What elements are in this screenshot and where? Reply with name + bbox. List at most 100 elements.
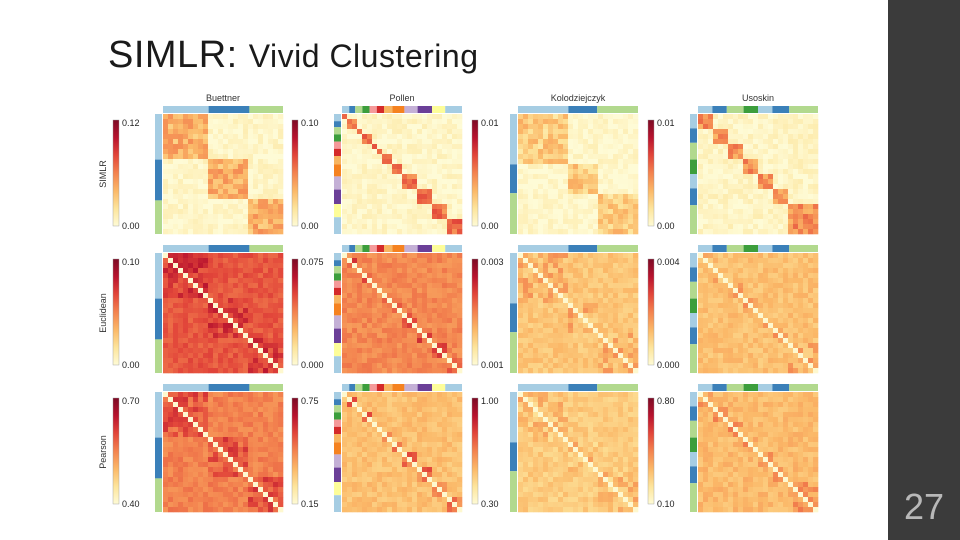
heatmap-cell	[523, 338, 529, 344]
heatmap-cell	[437, 189, 443, 195]
heatmap-cell	[437, 174, 443, 180]
heatmap-cell	[397, 204, 403, 210]
heatmap-cell	[538, 209, 544, 215]
heatmap-cell	[193, 164, 199, 170]
heatmap-cell	[718, 114, 724, 120]
heatmap-cell	[447, 328, 453, 334]
heatmap-cell	[203, 164, 209, 170]
heatmap-cell	[218, 134, 224, 140]
heatmap-cell	[188, 402, 194, 408]
heatmap-cell	[723, 129, 729, 135]
heatmap-cell	[268, 328, 274, 334]
heatmap-cell	[803, 253, 809, 259]
heatmap-cell	[533, 268, 539, 274]
heatmap-cell	[578, 338, 584, 344]
heatmap-cell	[788, 313, 794, 319]
heatmap-cell	[703, 313, 709, 319]
heatmap-cell	[178, 298, 184, 304]
heatmap-cell	[558, 268, 564, 274]
heatmap-cell	[743, 124, 749, 130]
heatmap-cell	[392, 358, 398, 364]
heatmap-cell	[598, 149, 604, 155]
heatmap-cell	[538, 273, 544, 279]
heatmap-cell	[603, 348, 609, 354]
heatmap-cell	[243, 179, 249, 185]
heatmap-cell	[733, 129, 739, 135]
heatmap-cell	[163, 134, 169, 140]
heatmap-cell	[258, 402, 264, 408]
heatmap-cell	[452, 273, 458, 279]
heatmap-cell	[213, 149, 219, 155]
heatmap-cell	[427, 169, 433, 175]
heatmap-cell	[208, 209, 214, 215]
heatmap-cell	[628, 358, 634, 364]
heatmap-cell	[558, 169, 564, 175]
heatmap-cell	[758, 189, 764, 195]
heatmap-cell	[168, 199, 174, 205]
heatmap-cell	[758, 179, 764, 185]
heatmap-cell	[432, 328, 438, 334]
heatmap-cell	[733, 328, 739, 334]
heatmap-cell	[347, 313, 353, 319]
cluster-strip-left-segment	[510, 303, 517, 333]
heatmap-cell	[452, 214, 458, 220]
heatmap-cell	[543, 129, 549, 135]
heatmap-cell	[372, 124, 378, 130]
cluster-strip-left-segment	[690, 188, 697, 206]
heatmap-cell	[407, 253, 413, 259]
heatmap-cell	[633, 313, 639, 319]
heatmap-cell	[268, 204, 274, 210]
heatmap-cell	[543, 293, 549, 299]
heatmap-cell	[723, 288, 729, 294]
heatmap-cell	[788, 164, 794, 170]
heatmap-cell	[583, 224, 589, 230]
heatmap-cell	[718, 363, 724, 369]
heatmap-cell	[447, 343, 453, 349]
heatmap-cell	[703, 298, 709, 304]
heatmap-cell	[248, 427, 254, 433]
heatmap-cell	[773, 278, 779, 284]
heatmap-cell	[357, 338, 363, 344]
heatmap-cell	[743, 119, 749, 125]
heatmap-cell	[377, 298, 383, 304]
heatmap-cell	[218, 229, 224, 235]
heatmap-cell	[437, 224, 443, 230]
cluster-strip-left-segment	[690, 327, 697, 345]
heatmap-cell	[703, 129, 709, 135]
heatmap-cell	[437, 179, 443, 185]
heatmap-cell	[427, 149, 433, 155]
heatmap-cell	[372, 343, 378, 349]
heatmap-cell	[183, 407, 189, 413]
heatmap-cell	[553, 114, 559, 120]
heatmap-cell	[268, 318, 274, 324]
heatmap-cell	[248, 368, 254, 374]
heatmap-cell	[533, 159, 539, 165]
heatmap-cell	[768, 204, 774, 210]
heatmap-cell	[743, 253, 749, 259]
heatmap-cell	[573, 164, 579, 170]
heatmap-cell	[273, 333, 279, 339]
heatmap-cell	[427, 283, 433, 289]
heatmap-cell	[367, 214, 373, 220]
heatmap-cell	[228, 169, 234, 175]
heatmap-cell	[618, 189, 624, 195]
heatmap-cell	[447, 318, 453, 324]
heatmap-cell	[278, 323, 284, 329]
heatmap-cell	[253, 293, 259, 299]
heatmap-cell	[362, 303, 368, 309]
heatmap-cell	[278, 263, 284, 269]
heatmap-cell	[618, 283, 624, 289]
heatmap-cell	[432, 318, 438, 324]
heatmap-cell	[442, 174, 448, 180]
heatmap-cell	[798, 189, 804, 195]
heatmap-cell	[768, 303, 774, 309]
heatmap-cell	[543, 214, 549, 220]
heatmap-cell	[543, 224, 549, 230]
heatmap-cell	[273, 134, 279, 140]
heatmap-cell	[442, 119, 448, 125]
heatmap-cell	[223, 348, 229, 354]
heatmap-cell	[548, 263, 554, 269]
heatmap-cell	[748, 134, 754, 140]
heatmap-cell	[367, 184, 373, 190]
heatmap-cell	[347, 169, 353, 175]
